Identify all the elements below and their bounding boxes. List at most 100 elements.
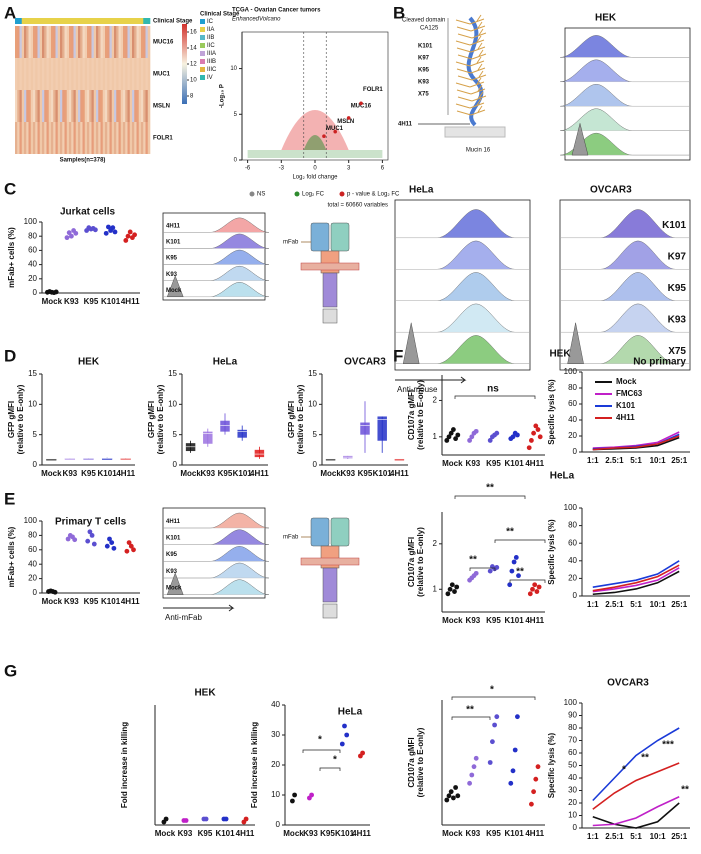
histogram-label: K95 bbox=[166, 256, 178, 262]
data-point bbox=[449, 582, 455, 588]
data-point bbox=[536, 584, 542, 590]
histogram bbox=[163, 562, 269, 579]
histogram-label: K95 bbox=[668, 283, 687, 294]
heatmap-cell bbox=[53, 90, 56, 122]
gene-point bbox=[322, 134, 326, 139]
x-tick-label: K93 bbox=[466, 616, 481, 625]
heatmap-cell bbox=[141, 122, 144, 154]
box bbox=[220, 420, 230, 432]
heatmap-cell bbox=[66, 90, 70, 122]
significance-bracket bbox=[302, 749, 341, 753]
heatmap-cell bbox=[48, 122, 52, 154]
box bbox=[254, 449, 265, 458]
x-tick-label: -6 bbox=[245, 166, 251, 172]
stage-strip-cell bbox=[143, 18, 146, 24]
data-point bbox=[292, 792, 297, 798]
heatmap-cell bbox=[125, 58, 128, 90]
heatmap-cell bbox=[136, 58, 140, 90]
legend-swatch bbox=[339, 191, 345, 197]
histogram-label: K101 bbox=[166, 240, 181, 246]
stage-strip-cell bbox=[21, 18, 25, 24]
heatmap-cell bbox=[55, 26, 59, 58]
x-tick-label: 4H11 bbox=[390, 469, 409, 478]
legend-label: IIIC bbox=[207, 67, 217, 73]
x-tick-label: K101 bbox=[101, 297, 121, 306]
heatmap-cell bbox=[116, 122, 119, 154]
data-point bbox=[531, 430, 536, 436]
heatmap-cell bbox=[120, 26, 124, 58]
x-tick-label: K101 bbox=[101, 597, 121, 606]
chart-title: Jurkat cells bbox=[60, 207, 115, 218]
stage-strip-cell bbox=[84, 18, 88, 24]
control-histogram bbox=[402, 322, 420, 364]
heatmap-cell bbox=[107, 122, 110, 154]
legend-swatch bbox=[294, 191, 300, 197]
chart-title: OVCAR3 bbox=[607, 678, 649, 689]
y-tick-label: 0 bbox=[234, 158, 238, 164]
histogram bbox=[560, 35, 690, 58]
control-histogram bbox=[166, 275, 184, 297]
heatmap-cell bbox=[30, 90, 34, 122]
data-point bbox=[507, 582, 513, 588]
x-tick-label: -3 bbox=[279, 166, 285, 172]
stage-strip-cell bbox=[66, 18, 70, 24]
heatmap-cell bbox=[17, 90, 20, 122]
y-tick-label: 40 bbox=[28, 559, 37, 568]
x-axis-label: Samples(n=378) bbox=[60, 158, 106, 164]
heatmap-cell bbox=[107, 58, 110, 90]
data-point bbox=[473, 428, 479, 434]
heatmap-cell bbox=[109, 26, 113, 58]
chart-title: HEK bbox=[194, 688, 216, 699]
x-tick-label: K93 bbox=[64, 297, 79, 306]
y-tick-label: 0 bbox=[33, 288, 38, 297]
x-tick-label: K93 bbox=[178, 829, 193, 838]
chart-title: TCGA - Ovarian Cancer tumors bbox=[232, 8, 321, 14]
heatmap-cell bbox=[89, 58, 92, 90]
heatmap-cell bbox=[71, 26, 74, 58]
data-point bbox=[467, 438, 472, 443]
panel-letter: A bbox=[4, 3, 16, 22]
histogram bbox=[163, 217, 269, 233]
heatmap-cell bbox=[138, 26, 142, 58]
chart-title: HeLa bbox=[213, 357, 238, 368]
data-point bbox=[537, 434, 543, 440]
data-point bbox=[494, 430, 500, 436]
y-tick-label: 10 bbox=[271, 790, 280, 799]
data-point bbox=[131, 547, 136, 553]
control-histogram bbox=[567, 322, 584, 364]
signal bbox=[322, 272, 338, 308]
heatmap-cell bbox=[91, 26, 95, 58]
heatmap-cell bbox=[33, 122, 36, 154]
data-point bbox=[512, 747, 518, 753]
stage-strip-cell bbox=[78, 18, 81, 24]
stage-strip-cell bbox=[35, 18, 38, 24]
heatmap-cell bbox=[37, 122, 41, 154]
y-tick-label: 10 bbox=[568, 811, 577, 820]
data-point bbox=[494, 565, 500, 570]
stage-strip-cell bbox=[87, 18, 90, 24]
heatmap-cell bbox=[111, 90, 115, 122]
stage-strip-cell bbox=[28, 18, 32, 24]
heatmap-cell bbox=[116, 58, 119, 90]
data-point bbox=[453, 436, 458, 442]
stage-strip-cell bbox=[30, 18, 34, 24]
heatmap-cell bbox=[24, 26, 27, 58]
heatmap-cell bbox=[87, 90, 90, 122]
heatmap-cell bbox=[33, 26, 36, 58]
heatmap-cell bbox=[51, 58, 54, 90]
diagram-label: Mucin 16 bbox=[466, 148, 491, 154]
legend-swatch bbox=[200, 59, 205, 64]
y-tick-label: 2 bbox=[433, 396, 438, 405]
heatmap-cell bbox=[53, 58, 56, 90]
x-tick-label: 4H11 bbox=[121, 597, 140, 606]
panel-title: HeLa bbox=[409, 185, 434, 196]
legend-title: Clinical Stage bbox=[200, 12, 240, 18]
y-axis-label: CD107a gMFI bbox=[407, 737, 416, 787]
heatmap-cell bbox=[42, 26, 45, 58]
stage-strip-cell bbox=[48, 18, 52, 24]
glycan bbox=[455, 77, 485, 88]
data-point bbox=[444, 438, 450, 443]
heatmap-cell bbox=[114, 122, 117, 154]
colorbar bbox=[182, 24, 187, 104]
panel-title: OVCAR3 bbox=[590, 185, 632, 196]
